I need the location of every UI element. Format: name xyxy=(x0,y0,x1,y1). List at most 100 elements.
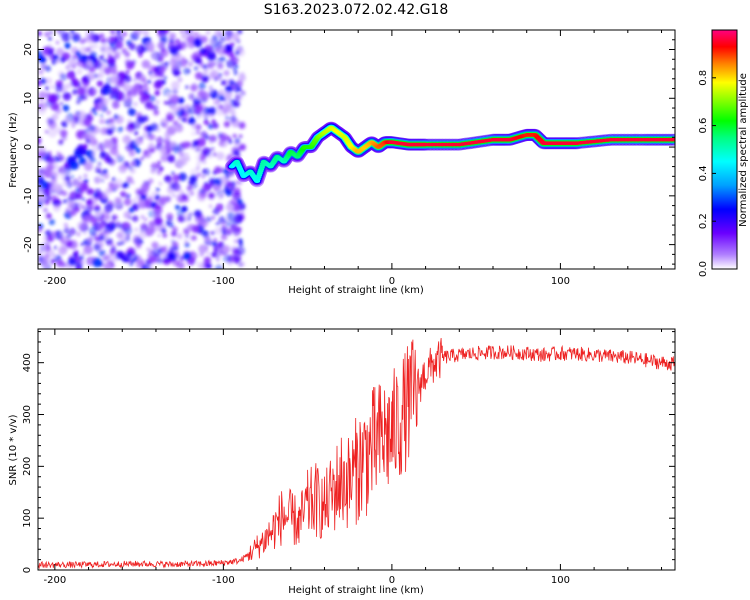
noise-speckle xyxy=(190,168,199,177)
noise-speckle xyxy=(209,38,216,45)
noise-speckle xyxy=(148,178,154,184)
noise-speckle xyxy=(167,154,176,163)
noise-speckle xyxy=(153,216,163,226)
noise-speckle xyxy=(238,121,246,129)
noise-speckle xyxy=(153,206,163,215)
y-tick-label: 400 xyxy=(22,353,33,372)
noise-speckle xyxy=(128,43,136,51)
noise-speckle xyxy=(158,181,163,186)
noise-speckle xyxy=(38,31,42,36)
colorbar-tick-label: 0.8 xyxy=(698,70,709,86)
noise-speckle xyxy=(128,150,136,157)
noise-speckle xyxy=(105,158,109,163)
noise-speckle xyxy=(163,100,168,105)
noise-speckle xyxy=(220,233,228,241)
noise-speckle xyxy=(81,76,89,84)
noise-speckle xyxy=(226,30,234,37)
noise-speckle xyxy=(203,256,211,264)
noise-speckle xyxy=(70,30,75,34)
noise-speckle xyxy=(103,262,112,269)
noise-speckle xyxy=(199,52,203,57)
noise-speckle xyxy=(219,55,226,63)
noise-speckle xyxy=(53,204,61,212)
noise-speckle xyxy=(133,78,137,82)
noise-speckle xyxy=(99,55,104,60)
noise-speckle xyxy=(232,191,241,201)
y-tick-label: 200 xyxy=(22,457,33,476)
noise-speckle xyxy=(190,251,194,255)
noise-speckle xyxy=(100,38,105,43)
noise-speckle xyxy=(109,249,116,256)
noise-speckle xyxy=(93,243,101,252)
noise-speckle xyxy=(47,36,52,41)
noise-speckle xyxy=(152,248,162,258)
noise-speckle xyxy=(178,172,187,182)
y-tick-label: 100 xyxy=(22,509,33,528)
noise-speckle xyxy=(232,67,237,72)
noise-speckle xyxy=(148,71,153,75)
noise-speckle xyxy=(175,38,181,44)
noise-speckle xyxy=(38,226,43,233)
noise-speckle xyxy=(85,139,90,143)
noise-speckle xyxy=(211,252,217,258)
spectrogram-y-axis-label: Frequency (Hz) xyxy=(8,112,19,188)
noise-speckle xyxy=(69,210,75,216)
noise-speckle xyxy=(167,196,171,200)
noise-speckle xyxy=(47,128,58,138)
noise-speckle xyxy=(181,33,187,40)
snr-frame xyxy=(37,328,676,571)
noise-speckle xyxy=(153,109,160,116)
noise-speckle xyxy=(205,30,211,35)
noise-speckle xyxy=(111,215,116,220)
noise-speckle xyxy=(208,72,216,80)
noise-speckle xyxy=(201,174,206,179)
noise-speckle xyxy=(223,121,231,128)
noise-speckle xyxy=(111,223,117,229)
noise-speckle xyxy=(138,53,143,58)
noise-speckle xyxy=(236,39,241,44)
noise-speckle xyxy=(202,218,207,223)
noise-speckle xyxy=(109,146,119,156)
noise-speckle xyxy=(222,244,231,254)
noise-speckle xyxy=(150,201,158,209)
noise-speckle xyxy=(76,231,81,237)
noise-speckle xyxy=(237,238,243,244)
y-tick-label: -10 xyxy=(23,188,34,204)
noise-speckle xyxy=(51,190,55,194)
noise-speckle xyxy=(60,235,70,245)
noise-speckle xyxy=(140,214,145,220)
noise-speckle xyxy=(63,222,69,228)
noise-speckle xyxy=(58,246,68,256)
noise-speckle xyxy=(212,152,217,157)
noise-speckle xyxy=(158,147,167,156)
noise-speckle xyxy=(88,73,96,81)
noise-speckle xyxy=(223,184,229,190)
noise-speckle xyxy=(44,32,49,37)
noise-speckle xyxy=(92,43,99,50)
noise-speckle xyxy=(174,124,184,133)
noise-speckle xyxy=(227,211,235,219)
noise-speckle xyxy=(111,142,118,149)
noise-speckle xyxy=(107,56,116,65)
noise-speckle xyxy=(218,104,224,110)
noise-speckle xyxy=(154,196,158,201)
noise-speckle xyxy=(144,263,155,269)
noise-speckle xyxy=(59,102,64,106)
noise-speckle xyxy=(122,94,131,103)
noise-speckle xyxy=(39,243,48,253)
noise-speckle xyxy=(145,229,154,237)
noise-speckle xyxy=(57,184,63,190)
noise-speckle xyxy=(234,89,239,94)
noise-speckle xyxy=(45,77,53,85)
noise-speckle xyxy=(176,110,184,118)
noise-speckle xyxy=(83,178,89,184)
noise-speckle xyxy=(188,62,193,67)
noise-speckle xyxy=(51,177,58,185)
noise-speckle xyxy=(63,169,67,173)
noise-speckle xyxy=(115,41,124,49)
noise-speckle xyxy=(40,78,47,85)
noise-speckle xyxy=(99,43,109,53)
noise-speckle xyxy=(224,90,233,99)
colorbar-tick-label: 0.0 xyxy=(698,261,709,277)
noise-speckle xyxy=(97,142,106,152)
